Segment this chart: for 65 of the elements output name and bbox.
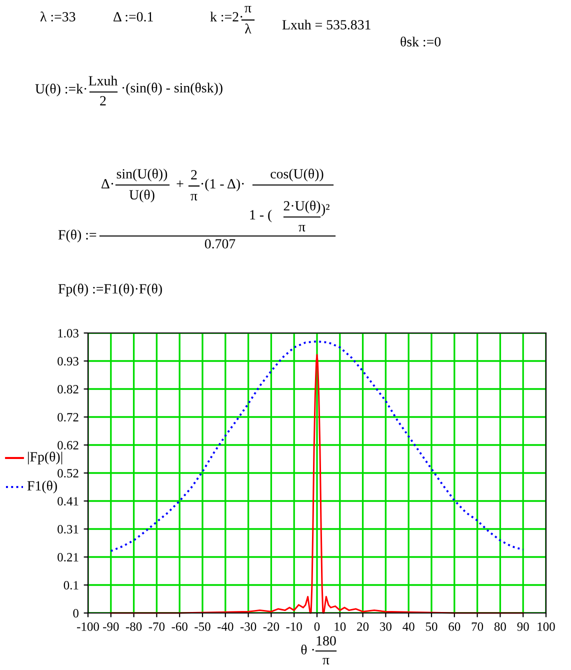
x-tick-label: 100 bbox=[538, 622, 555, 631]
legend-label: |Fp(θ)| bbox=[28, 452, 62, 464]
y-tick-label: 0.93 bbox=[58, 357, 78, 366]
y-tick-label: 0.52 bbox=[58, 469, 78, 478]
x-tick-label: 10 bbox=[334, 622, 346, 631]
x-tick-label: -40 bbox=[218, 622, 234, 631]
x-tick-label: 0 bbox=[314, 622, 320, 631]
text: 0.707 bbox=[204, 239, 236, 249]
x-axis-title: θ · bbox=[301, 644, 314, 654]
y-tick-label: 0.82 bbox=[58, 385, 78, 394]
text: π bbox=[322, 658, 330, 664]
text: k :=2· bbox=[210, 12, 242, 22]
y-tick-label: 0.72 bbox=[58, 413, 78, 422]
text: Fp(θ) :=F1(θ)·F(θ) bbox=[58, 284, 162, 296]
text: F(θ) := bbox=[58, 230, 96, 242]
line-series bbox=[110, 354, 524, 614]
x-tick-label: 60 bbox=[448, 622, 460, 631]
text: π bbox=[190, 194, 198, 200]
x-tick-label: -10 bbox=[286, 622, 302, 631]
text: ·(sin(θ) - sin(θsk)) bbox=[122, 82, 222, 96]
text: λ bbox=[245, 24, 252, 34]
y-tick-label: 1.03 bbox=[58, 329, 78, 338]
x-tick-label: -70 bbox=[148, 622, 165, 631]
text: Δ· bbox=[102, 179, 114, 188]
text: ·(1 - Δ)· bbox=[201, 178, 244, 192]
y-tick-label: 0.31 bbox=[58, 525, 78, 534]
text: π bbox=[244, 6, 252, 12]
x-tick-label: -80 bbox=[126, 622, 142, 631]
y-tick-label: 0 bbox=[73, 609, 78, 618]
y-tick-label: 0.1 bbox=[64, 581, 78, 590]
text: π bbox=[298, 224, 306, 232]
text: Δ :=0.1 bbox=[114, 12, 153, 22]
text: 1 - ( bbox=[250, 210, 272, 222]
text: 2 bbox=[100, 96, 106, 106]
x-tick-label: 30 bbox=[380, 622, 392, 631]
text: U(θ) :=k· bbox=[35, 84, 86, 96]
legend-label: F1(θ) bbox=[27, 480, 57, 494]
x-tick-label: 70 bbox=[472, 622, 484, 631]
x-tick-label: -20 bbox=[263, 622, 280, 631]
text: cos(U(θ)) bbox=[270, 168, 324, 182]
x-tick-label: -60 bbox=[172, 622, 188, 631]
x-tick-label: -100 bbox=[77, 622, 99, 631]
text: 2·U(θ) bbox=[284, 200, 320, 214]
x-tick-label: 90 bbox=[517, 622, 529, 631]
x-tick-label: -90 bbox=[103, 622, 119, 631]
y-tick-label: 0.21 bbox=[58, 553, 78, 562]
text: U(θ) bbox=[129, 190, 154, 202]
text: )² bbox=[321, 204, 330, 216]
text: sin(U(θ)) bbox=[116, 168, 168, 182]
x-tick-label: -50 bbox=[194, 622, 210, 631]
x-tick-label: -30 bbox=[240, 622, 256, 631]
text: + bbox=[176, 180, 184, 187]
text: λ :=33 bbox=[40, 12, 76, 22]
y-tick-label: 0.41 bbox=[58, 497, 78, 506]
line-series bbox=[110, 340, 524, 552]
text: Lxuh bbox=[88, 76, 118, 86]
text: 2 bbox=[191, 170, 197, 180]
text: θsk :=0 bbox=[400, 36, 441, 47]
x-tick-label: 80 bbox=[494, 622, 506, 631]
x-tick-label: 40 bbox=[402, 622, 414, 631]
x-tick-label: 20 bbox=[357, 622, 369, 631]
text: Lxuh = 535.831 bbox=[282, 20, 370, 30]
text: 180 bbox=[316, 636, 336, 646]
x-tick-label: 50 bbox=[426, 622, 438, 631]
y-tick-label: 0.62 bbox=[58, 441, 78, 450]
